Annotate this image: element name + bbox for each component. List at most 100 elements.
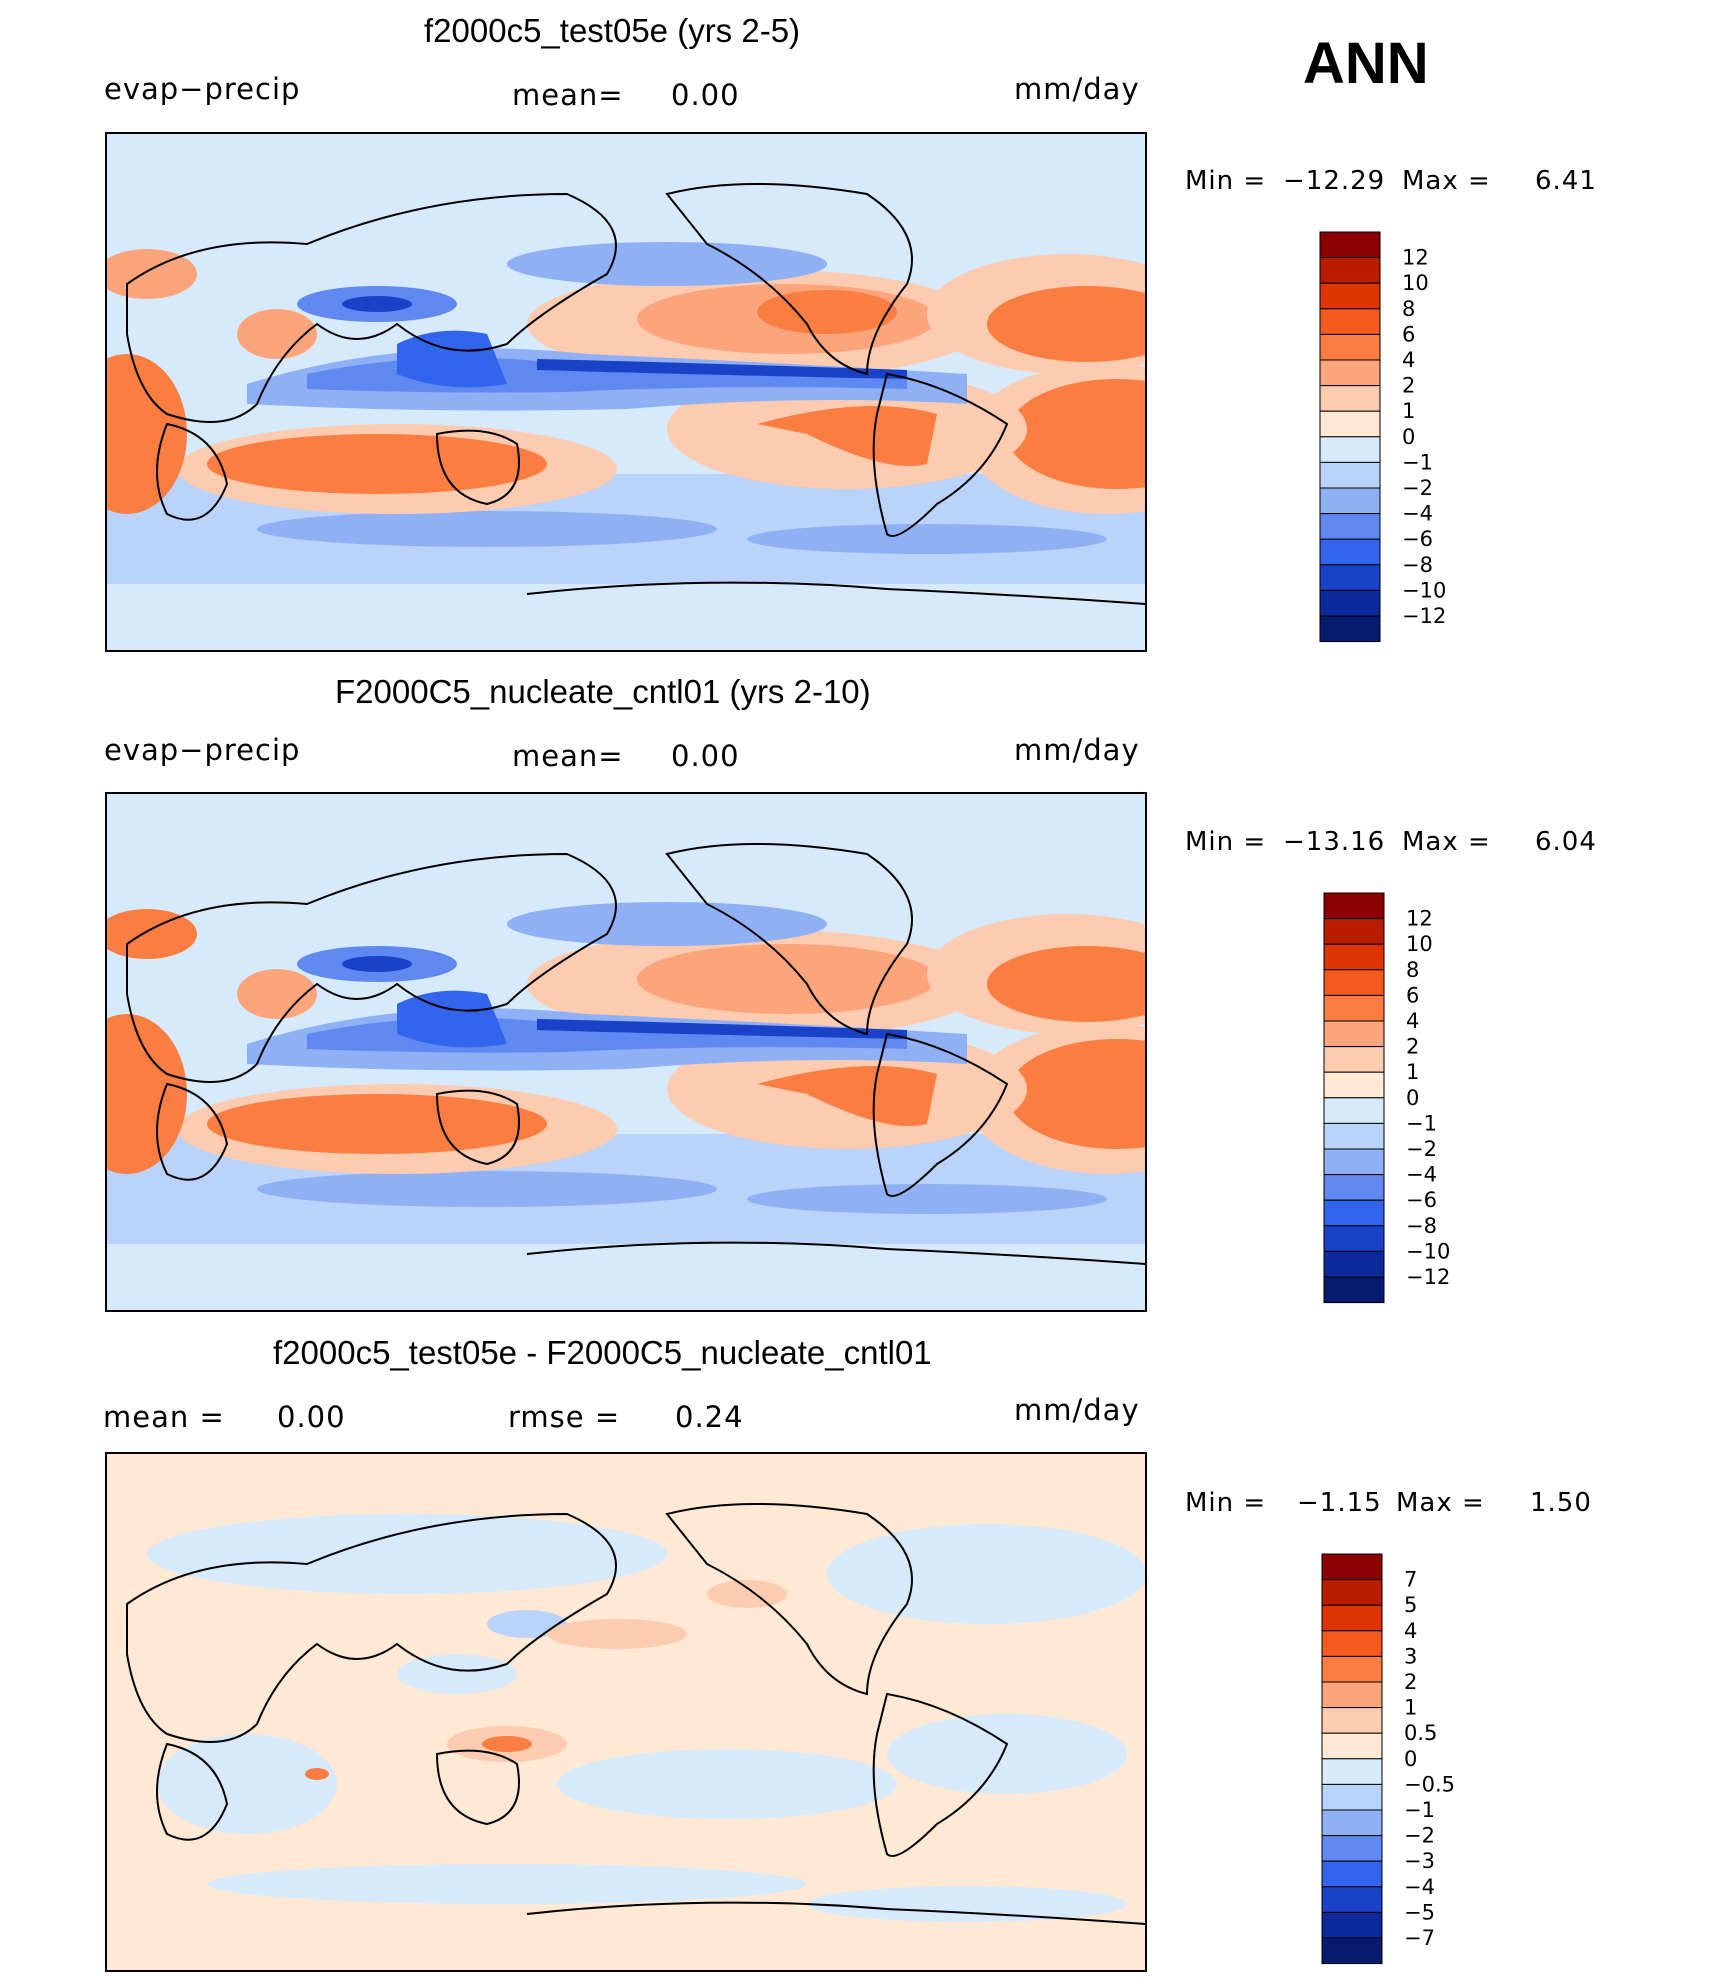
panel1-colorbar-swatch [1319,308,1381,335]
panel3-colorbar-label: −0.5 [1404,1772,1455,1796]
panel3-colorbar-swatch [1321,1886,1383,1913]
panel3-colorbar-swatch [1321,1707,1383,1734]
panel2-colorbar-swatch [1323,943,1385,971]
panel2-min-label: Min = [1185,827,1267,857]
panel1-colorbar-label: −6 [1402,527,1433,551]
panel2-colorbar-label: −8 [1406,1214,1437,1238]
panel1-colorbar-swatch [1319,333,1381,361]
panel2-colorbar-swatch [1323,1071,1385,1099]
panel1-colorbar-label: 2 [1402,374,1415,398]
panel1-colorbar-label: 4 [1402,348,1415,372]
panel1-colorbar-swatch [1319,231,1381,259]
panel3-max-value: 1.50 [1530,1488,1592,1518]
panel3-colorbar-label: 7 [1404,1568,1417,1592]
panel1-colorbar-swatch [1319,359,1381,387]
panel1-colorbar-label: −4 [1402,502,1433,526]
panel1-colorbar-swatch [1319,282,1381,310]
panel3-colorbar-label: 5 [1404,1593,1417,1617]
panel3-units: mm/day [1014,1393,1140,1427]
panel1-colorbar-swatch [1319,461,1381,489]
panel2-colorbar-swatch [1323,1046,1385,1073]
panel2-colorbar-swatch [1323,1174,1385,1201]
panel2-colorbar-label: 4 [1406,1009,1419,1033]
panel3-max-label: Max = [1396,1488,1485,1518]
panel1-mean-value: 0.00 [671,78,740,112]
panel3-min-label: Min = [1185,1488,1267,1518]
panel1-units: mm/day [1014,72,1140,106]
panel3-mean-label: mean = [103,1400,225,1434]
panel3-map [105,1452,1147,1972]
panel1-colorbar-label: −10 [1402,578,1446,602]
panel1-colorbar-swatch [1319,513,1381,540]
panel3-colorbar-label: −3 [1404,1849,1435,1873]
panel1-max-value: 6.41 [1535,166,1597,196]
panel2-colorbar-swatch [1323,969,1385,996]
panel2-map [105,792,1147,1312]
panel2-colorbar-label: −2 [1406,1137,1437,1161]
panel1-colorbar-swatch [1319,564,1381,591]
panel1-max-label: Max = [1402,166,1491,196]
panel2-title: F2000C5_nucleate_cntl01 (yrs 2-10) [335,673,871,710]
panel1-colorbar-swatch [1319,615,1381,643]
panel2-colorbar-label: −6 [1406,1188,1437,1212]
panel2-colorbar-label: 8 [1406,958,1419,982]
panel3-colorbar-label: 3 [1404,1644,1417,1668]
panel1-colorbar-label: 10 [1402,271,1429,295]
panel1-colorbar-label: 6 [1402,322,1415,346]
panel1-map [105,132,1147,652]
panel3-colorbar-label: 4 [1404,1619,1417,1643]
panel2-colorbar-swatch [1323,1122,1385,1150]
panel1-colorbar: 12 10 8 6 4 2 1 0 −1 −2 −4 −6 −8 −10 −12 [1319,231,1480,643]
panel3-colorbar-label: −7 [1404,1926,1435,1950]
panel3-colorbar-swatch [1321,1783,1383,1811]
panel1-colorbar-label: −8 [1402,553,1433,577]
panel3-colorbar-swatch [1321,1630,1383,1657]
panel1-colorbar-swatch [1319,410,1381,438]
panel2-colorbar-label: −4 [1406,1163,1437,1187]
panel1-colorbar-label: −2 [1402,476,1433,500]
panel3-colorbar: 7 5 4 3 2 1 0.5 0 −0.5 −1 −2 −3 −4 −5 −7 [1321,1553,1482,1965]
panel2-colorbar-swatch [1323,1097,1385,1124]
panel1-colorbar-label: 12 [1402,246,1429,270]
panel2-map-plot [107,794,1145,1310]
panel3-colorbar-label: −4 [1404,1875,1435,1899]
panel3-min-value: −1.15 [1297,1488,1382,1518]
panel2-colorbar: 12 10 8 6 4 2 1 0 −1 −2 −4 −6 −8 −10 −12 [1323,892,1484,1304]
panel2-colorbar-label: −12 [1406,1265,1450,1289]
panel2-mean-value: 0.00 [671,739,740,773]
panel1-colorbar-swatch [1319,257,1381,284]
panel3-map-plot [107,1454,1145,1970]
panel3-colorbar-swatch [1321,1809,1383,1837]
panel3-colorbar-swatch [1321,1732,1383,1760]
panel2-colorbar-label: 10 [1406,932,1433,956]
panel2-colorbar-swatch [1323,1199,1385,1227]
panel1-colorbar-label: −1 [1402,450,1433,474]
panel3-colorbar-swatch [1321,1860,1383,1888]
panel1-colorbar-label: −12 [1402,604,1446,628]
panel2-colorbar-swatch [1323,1148,1385,1176]
panel3-colorbar-label: 0.5 [1404,1721,1437,1745]
panel1-colorbar-swatch [1319,589,1381,617]
panel3-colorbar-swatch [1321,1835,1383,1862]
panel2-colorbar-label: −1 [1406,1111,1437,1135]
panel2-colorbar-label: −10 [1406,1239,1450,1263]
panel3-colorbar-label: −5 [1404,1900,1435,1924]
panel1-min-label: Min = [1185,166,1267,196]
panel3-colorbar-label: 1 [1404,1696,1417,1720]
panel2-units: mm/day [1014,733,1140,767]
panel3-rmse-value: 0.24 [675,1400,744,1434]
panel3-colorbar-label: 2 [1404,1670,1417,1694]
panel1-colorbar-swatch [1319,538,1381,566]
panel3-mean-value: 0.00 [277,1400,346,1434]
season-label: ANN [1303,31,1429,96]
panel3-colorbar-swatch [1321,1937,1383,1965]
panel3-colorbar-swatch [1321,1655,1383,1683]
panel3-title: f2000c5_test05e - F2000C5_nucleate_cntl0… [273,1334,932,1371]
panel2-colorbar-label: 1 [1406,1060,1419,1084]
panel3-colorbar-swatch [1321,1911,1383,1939]
panel2-colorbar-swatch [1323,1225,1385,1252]
panel2-colorbar-label: 0 [1406,1086,1419,1110]
panel2-colorbar-swatch [1323,1276,1385,1304]
